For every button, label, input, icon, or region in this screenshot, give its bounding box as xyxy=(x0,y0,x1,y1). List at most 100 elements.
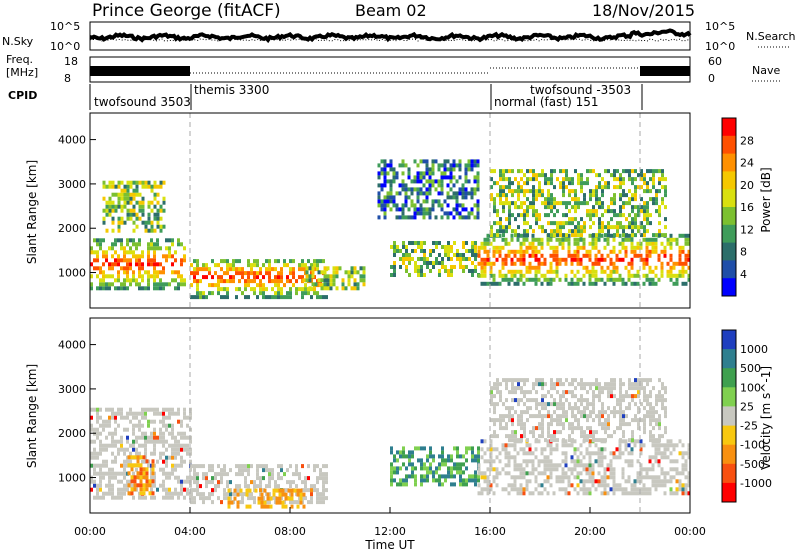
heatmap-cell xyxy=(643,229,646,234)
heatmap-cell xyxy=(156,274,159,279)
heatmap-cell xyxy=(613,209,616,214)
heatmap-cell xyxy=(574,193,577,198)
heatmap-cell xyxy=(570,269,574,274)
heatmap-cell xyxy=(450,273,453,277)
heatmap-cell xyxy=(589,386,592,391)
heatmap-cell xyxy=(423,273,426,277)
heatmap-cell xyxy=(435,245,438,249)
x-tick-label: 12:00 xyxy=(374,525,406,538)
heatmap-cell xyxy=(495,483,499,488)
heatmap-cell xyxy=(165,415,168,420)
heatmap-cell xyxy=(299,496,303,501)
heatmap-cell xyxy=(117,451,120,456)
x-tick-label: 20:00 xyxy=(574,525,606,538)
heatmap-cell xyxy=(577,177,580,182)
heatmap-cell xyxy=(108,212,112,217)
heatmap-cell xyxy=(603,471,607,476)
heatmap-cell xyxy=(550,378,553,383)
heatmap-cell xyxy=(601,410,604,415)
heatmap-cell xyxy=(669,491,673,496)
heatmap-cell xyxy=(607,418,610,423)
heatmap-cell xyxy=(395,175,399,180)
heatmap-cell xyxy=(443,211,447,216)
heatmap-cell xyxy=(96,495,99,500)
heatmap-cell xyxy=(305,270,309,275)
heatmap-cell xyxy=(631,197,634,202)
heatmap-cell xyxy=(618,455,622,460)
heatmap-cell xyxy=(93,463,96,468)
heatmap-cell xyxy=(528,245,532,250)
heatmap-cell xyxy=(139,479,143,484)
heatmap-cell xyxy=(135,188,139,193)
heatmap-cell xyxy=(589,189,592,194)
colorbar-swatch xyxy=(722,189,736,208)
heatmap-cell xyxy=(392,179,396,184)
heatmap-cell xyxy=(319,468,322,473)
heatmap-cell xyxy=(462,482,465,487)
heatmap-cell xyxy=(504,277,508,282)
heatmap-cell xyxy=(292,259,295,264)
heatmap-cell xyxy=(419,171,423,176)
heatmap-cell xyxy=(129,196,133,201)
heatmap-cell xyxy=(607,205,610,210)
power-frame xyxy=(89,112,691,309)
heatmap-cell xyxy=(108,262,111,267)
heatmap-cell xyxy=(577,422,580,427)
heatmap-cell xyxy=(619,398,622,403)
heatmap-cell xyxy=(541,394,544,399)
heatmap-cell xyxy=(559,382,562,387)
heatmap-cell xyxy=(205,472,208,477)
heatmap-cell xyxy=(304,476,307,481)
heatmap-cell xyxy=(607,414,610,419)
heatmap-cell xyxy=(591,475,595,480)
heatmap-cell xyxy=(449,211,453,216)
heatmap-cell xyxy=(654,443,658,448)
heatmap-cell xyxy=(610,434,613,439)
heatmap-cell xyxy=(162,495,165,500)
heatmap-cell xyxy=(93,427,96,432)
heatmap-cell xyxy=(402,446,405,451)
heatmap-cell xyxy=(555,237,559,242)
heatmap-cell xyxy=(639,245,643,250)
heatmap-cell xyxy=(529,414,532,419)
heatmap-cell xyxy=(429,269,432,273)
heatmap-cell xyxy=(651,443,655,448)
heatmap-cell xyxy=(298,476,301,481)
heatmap-cell xyxy=(162,439,165,444)
heatmap-cell xyxy=(398,183,402,188)
heatmap-cell xyxy=(356,282,360,287)
heatmap-cell xyxy=(634,189,637,194)
heatmap-cell xyxy=(546,281,550,286)
heatmap-cell xyxy=(186,447,189,452)
heatmap-cell xyxy=(476,211,480,216)
heatmap-cell xyxy=(111,471,114,476)
heatmap-cell xyxy=(147,282,150,287)
heatmap-cell xyxy=(631,193,634,198)
heatmap-cell xyxy=(156,220,160,225)
heatmap-cell xyxy=(474,265,477,269)
heatmap-cell xyxy=(159,270,162,275)
heatmap-cell xyxy=(435,470,438,475)
heatmap-cell xyxy=(395,191,399,196)
heatmap-cell xyxy=(423,462,426,467)
heatmap-cell xyxy=(341,278,345,283)
heatmap-cell xyxy=(159,224,163,229)
heatmap-cell xyxy=(193,295,196,300)
heatmap-cell xyxy=(493,430,496,435)
heatmap-cell xyxy=(607,181,610,186)
heatmap-cell xyxy=(202,496,205,501)
heatmap-cell xyxy=(568,209,571,214)
heatmap-cell xyxy=(523,181,526,186)
heatmap-cell xyxy=(535,402,538,407)
heatmap-cell xyxy=(603,257,607,262)
heatmap-cell xyxy=(640,197,643,202)
heatmap-cell xyxy=(607,209,610,214)
heatmap-cell xyxy=(165,246,168,251)
heatmap-cell xyxy=(550,382,553,387)
heatmap-cell xyxy=(486,261,490,266)
heatmap-cell xyxy=(537,241,541,246)
heatmap-cell xyxy=(559,185,562,190)
heatmap-cell xyxy=(678,257,682,262)
heatmap-cell xyxy=(144,431,147,436)
